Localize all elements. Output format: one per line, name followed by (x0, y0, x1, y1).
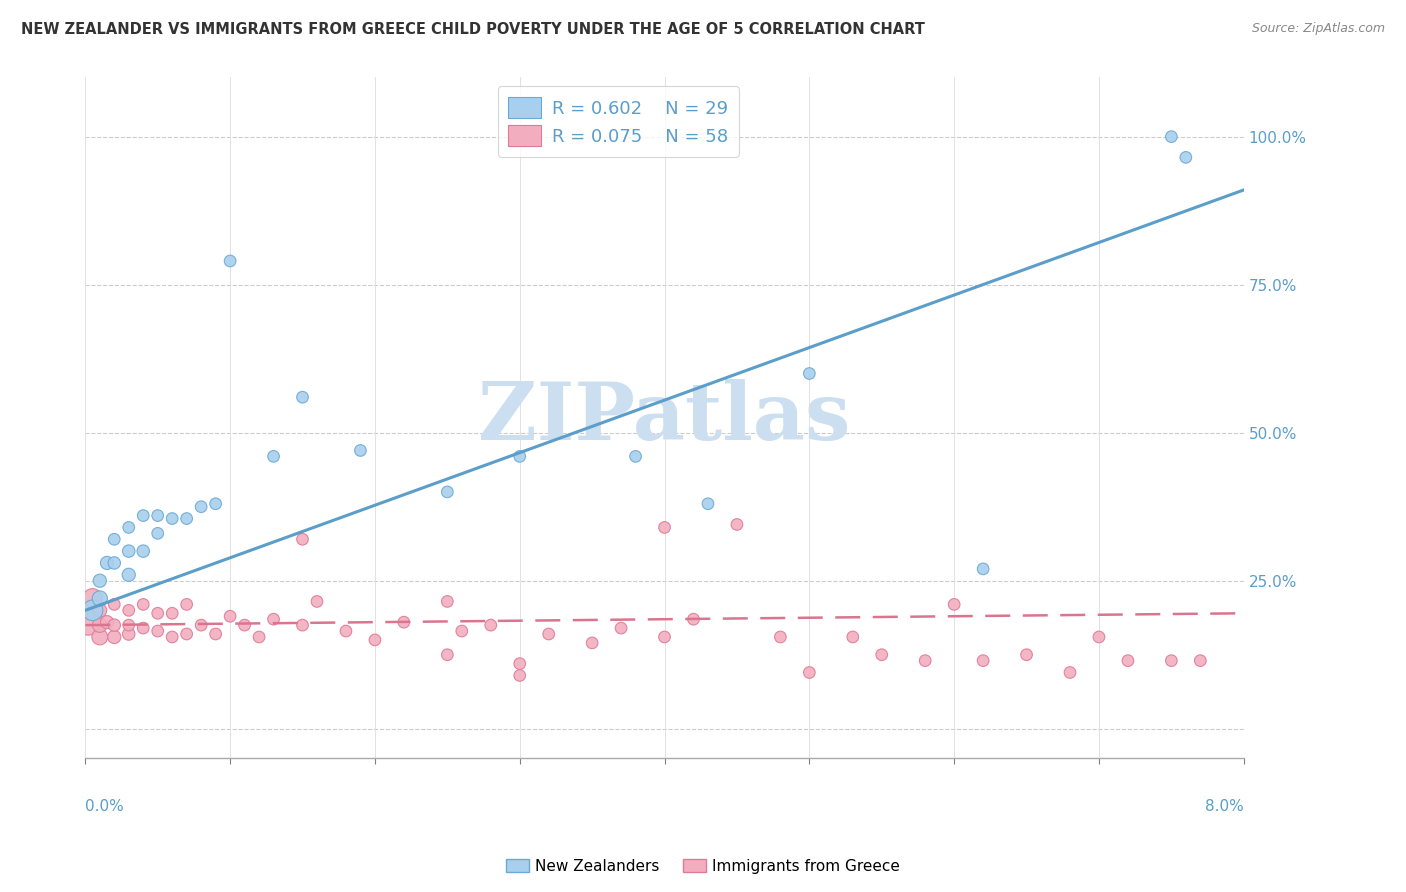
Point (82, 591, 104, 606)
Point (82, 603, 104, 617)
Point (392, 615, 415, 629)
Point (118, 544, 141, 558)
Point (96, 615, 118, 629)
Text: ZIPatlas: ZIPatlas (478, 379, 851, 457)
Point (1059, 665, 1081, 680)
Text: 0.0%: 0.0% (86, 799, 124, 814)
Point (118, 627, 141, 641)
Point (799, 665, 821, 680)
Point (436, 594, 458, 608)
Point (537, 627, 560, 641)
Point (682, 612, 704, 626)
Point (870, 648, 893, 662)
Point (146, 607, 169, 621)
Point (77, 615, 100, 629)
Point (160, 630, 183, 644)
Point (364, 632, 387, 647)
Point (335, 624, 357, 638)
Point (89, 618, 111, 632)
Point (654, 520, 676, 534)
Point (146, 508, 169, 523)
Point (1160, 654, 1182, 668)
Point (305, 594, 328, 608)
Point (842, 630, 865, 644)
Point (89, 630, 111, 644)
Point (1160, 129, 1182, 144)
Point (103, 598, 125, 612)
Point (972, 654, 994, 668)
Point (291, 390, 314, 404)
Text: Source: ZipAtlas.com: Source: ZipAtlas.com (1251, 22, 1385, 36)
Point (132, 544, 155, 558)
Point (103, 556, 125, 570)
Point (436, 484, 458, 499)
Point (1088, 630, 1111, 644)
Point (509, 657, 531, 671)
Point (799, 367, 821, 381)
Point (204, 497, 226, 511)
Point (146, 526, 169, 541)
Point (697, 497, 720, 511)
Point (1015, 648, 1038, 662)
Point (204, 627, 226, 641)
Point (132, 621, 155, 635)
Point (509, 668, 531, 682)
Point (96, 556, 118, 570)
Point (450, 624, 472, 638)
Point (219, 254, 242, 268)
Point (160, 511, 183, 525)
Point (509, 450, 531, 464)
Text: NEW ZEALANDER VS IMMIGRANTS FROM GREECE CHILD POVERTY UNDER THE AGE OF 5 CORRELA: NEW ZEALANDER VS IMMIGRANTS FROM GREECE … (21, 22, 925, 37)
Point (103, 618, 125, 632)
Point (132, 598, 155, 612)
Point (89, 574, 111, 588)
Point (479, 618, 502, 632)
Point (436, 648, 458, 662)
Point (118, 520, 141, 534)
Point (769, 630, 792, 644)
Legend: R = 0.602    N = 29, R = 0.075    N = 58: R = 0.602 N = 29, R = 0.075 N = 58 (498, 87, 738, 157)
Point (176, 511, 198, 525)
Point (349, 443, 371, 458)
Point (89, 591, 111, 606)
Point (176, 598, 198, 612)
Text: 8.0%: 8.0% (1205, 799, 1244, 814)
Point (176, 627, 198, 641)
Point (1189, 654, 1212, 668)
Point (103, 630, 125, 644)
Point (89, 603, 111, 617)
Point (233, 618, 256, 632)
Point (160, 607, 183, 621)
Point (624, 450, 647, 464)
Legend: New Zealanders, Immigrants from Greece: New Zealanders, Immigrants from Greece (501, 853, 905, 880)
Point (291, 618, 314, 632)
Point (103, 533, 125, 547)
Point (118, 603, 141, 617)
Point (118, 618, 141, 632)
Point (943, 598, 966, 612)
Point (118, 567, 141, 582)
Point (581, 636, 603, 650)
Point (146, 624, 169, 638)
Point (190, 618, 212, 632)
Point (190, 500, 212, 514)
Point (291, 533, 314, 547)
Point (1174, 150, 1197, 164)
Point (219, 609, 242, 624)
Point (263, 450, 285, 464)
Point (247, 630, 270, 644)
Point (610, 621, 633, 635)
Point (132, 508, 155, 523)
Point (654, 630, 676, 644)
Point (263, 612, 285, 626)
Point (1116, 654, 1139, 668)
Point (725, 517, 748, 532)
Point (972, 562, 994, 576)
Point (914, 654, 936, 668)
